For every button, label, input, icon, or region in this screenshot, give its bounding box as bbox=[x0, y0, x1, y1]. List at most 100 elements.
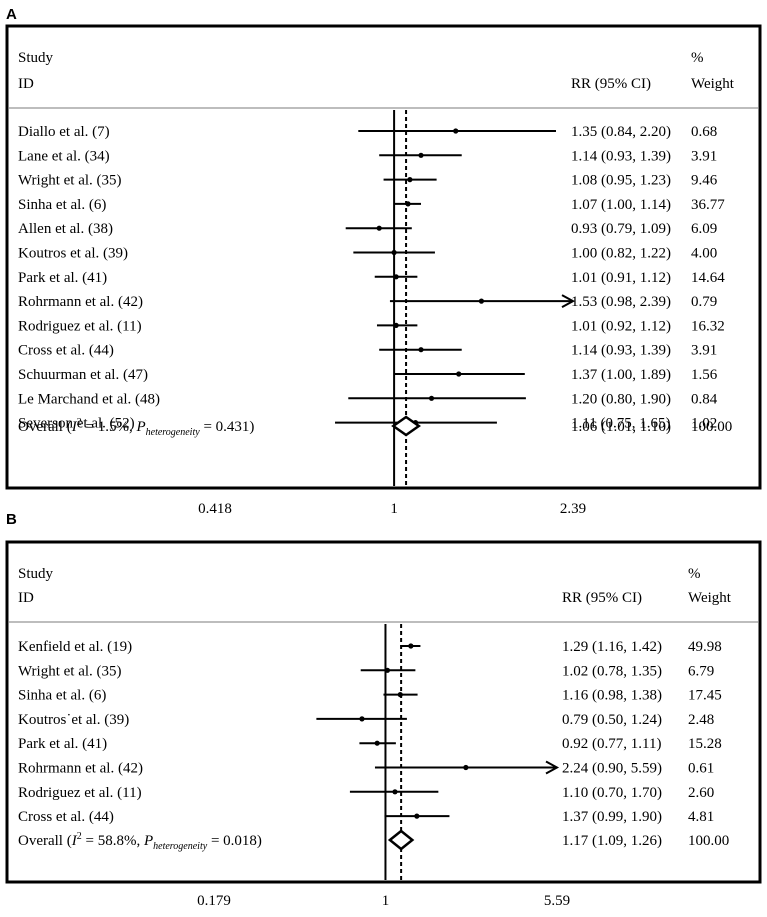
study-weight: 0.79 bbox=[691, 294, 717, 310]
i2-symbol: I bbox=[71, 419, 78, 435]
panel-b: B Study ID RR (95% CI)% Weight Kenfield et al… bbox=[5, 511, 762, 909]
study-rr-ci: 1.14 (0.93, 1.39) bbox=[571, 148, 671, 164]
study-label: Le Marchand et al. (48) bbox=[18, 391, 160, 407]
study-weight: 16.32 bbox=[691, 318, 725, 334]
overall-label: Overall (I2 = 58.8%, Pheterogeneity = 0.… bbox=[18, 831, 262, 852]
point-estimate bbox=[384, 667, 391, 673]
p-value: = 0.018) bbox=[207, 833, 262, 849]
study-label: Diallo et al. (7) bbox=[18, 124, 110, 140]
point-estimate bbox=[391, 249, 397, 256]
panel-letter: A bbox=[6, 6, 17, 23]
p-value: = 0.431) bbox=[200, 419, 255, 435]
overall-prefix: Overall ( bbox=[18, 833, 72, 849]
point-estimate bbox=[453, 128, 459, 134]
header-weight: Weight bbox=[691, 76, 735, 92]
p-symbol: P bbox=[143, 833, 153, 849]
i2-symbol: I bbox=[71, 833, 78, 849]
x-tick-label: 1 bbox=[382, 893, 390, 909]
study-rr-ci: 1.53 (0.98, 2.39) bbox=[571, 294, 671, 310]
point-estimate bbox=[478, 298, 485, 304]
plot-frame bbox=[5, 24, 762, 490]
header-rr-ci: RR (95% CI) bbox=[562, 590, 642, 606]
point-estimate bbox=[418, 152, 424, 158]
study-rr-ci: 0.79 (0.50, 1.24) bbox=[562, 712, 662, 728]
panel-a: A Study ID RR (95% CI)% Weight Diallo et al. … bbox=[5, 6, 762, 517]
x-tick-label: 0.179 bbox=[197, 893, 231, 909]
study-label: Rodriguez et al. (11) bbox=[18, 785, 142, 801]
study-weight: 14.64 bbox=[691, 270, 725, 286]
study-weight: 1.56 bbox=[691, 367, 718, 383]
study-label: Cross et al. (44) bbox=[18, 809, 114, 825]
study-rr-ci: 1.37 (1.00, 1.89) bbox=[571, 367, 671, 383]
study-weight: 17.45 bbox=[688, 688, 722, 704]
study-label: Koutros et al. (39) bbox=[18, 246, 128, 262]
overall-diamond bbox=[387, 829, 415, 851]
study-weight: 0.84 bbox=[691, 391, 718, 407]
study-weight: 2.48 bbox=[688, 712, 714, 728]
header-rr-ci: RR (95% CI) bbox=[571, 76, 651, 92]
study-rr-ci: 0.93 (0.79, 1.09) bbox=[571, 221, 671, 237]
study-label: Schuurman et al. (47) bbox=[18, 367, 148, 383]
x-tick-label: 0.418 bbox=[198, 501, 232, 517]
study-rr-ci: 1.00 (0.82, 1.22) bbox=[571, 246, 671, 262]
study-label: Sinha et al. (6) bbox=[18, 197, 106, 213]
study-rr-ci: 1.01 (0.91, 1.12) bbox=[571, 270, 671, 286]
ci-arrow bbox=[545, 760, 560, 775]
study-label: Allen et al. (38) bbox=[18, 221, 113, 237]
study-weight: 4.00 bbox=[691, 246, 717, 262]
study-label: Wright et al. (35) bbox=[18, 173, 122, 189]
ci-arrow bbox=[561, 294, 576, 308]
study-weight: 49.98 bbox=[688, 639, 722, 655]
study-weight: 6.09 bbox=[691, 221, 717, 237]
study-rr-ci: 1.29 (1.16, 1.42) bbox=[562, 639, 662, 655]
p-symbol: P bbox=[135, 419, 145, 435]
study-label: Lane et al. (34) bbox=[18, 148, 110, 164]
overall-weight: 100.00 bbox=[691, 419, 732, 435]
study-label: Sinha et al. (6) bbox=[18, 688, 106, 704]
x-tick-label: 2.39 bbox=[560, 501, 586, 517]
study-label: Wright et al. (35) bbox=[18, 663, 122, 679]
overall-label: Overall (I2 = 1.5%, Pheterogeneity = 0.4… bbox=[18, 417, 254, 438]
header-percent: % bbox=[688, 566, 701, 582]
study-rr-ci: 1.10 (0.70, 1.70) bbox=[562, 785, 662, 801]
point-estimate bbox=[428, 395, 435, 401]
p-subscript: heterogeneity bbox=[153, 841, 208, 852]
study-rr-ci: 1.02 (0.78, 1.35) bbox=[562, 663, 662, 679]
study-rr-ci: 1.11 (0.75, 1.65) bbox=[571, 416, 670, 432]
point-estimate bbox=[359, 716, 365, 722]
study-rr-ci: 1.14 (0.93, 1.39) bbox=[571, 343, 671, 359]
study-rr-ci: 1.08 (0.95, 1.23) bbox=[571, 173, 671, 189]
point-estimate bbox=[463, 764, 469, 771]
plot-frame bbox=[5, 540, 762, 884]
point-estimate bbox=[392, 789, 398, 795]
study-weight: 15.28 bbox=[688, 736, 722, 752]
study-rr-ci: 0.92 (0.77, 1.11) bbox=[562, 736, 661, 752]
header-percent: % bbox=[691, 50, 704, 66]
point-estimate bbox=[393, 274, 399, 280]
study-label: Park et al. (41) bbox=[18, 270, 107, 286]
study-label: Rohrmann et al. (42) bbox=[18, 761, 143, 777]
point-estimate bbox=[397, 692, 403, 698]
study-label: Cross et al. (44) bbox=[18, 343, 114, 359]
study-label: Rodriguez et al. (11) bbox=[18, 318, 142, 334]
i2-superscript: 2 bbox=[77, 831, 82, 842]
study-rr-ci: 2.24 (0.90, 5.59) bbox=[562, 761, 662, 777]
study-weight: 9.46 bbox=[691, 173, 718, 189]
x-tick-label: 5.59 bbox=[544, 893, 570, 909]
study-rr-ci: 1.20 (0.80, 1.90) bbox=[571, 391, 671, 407]
study-weight: 6.79 bbox=[688, 663, 714, 679]
overall-rr-ci: 1.17 (1.09, 1.26) bbox=[562, 833, 662, 849]
study-label: Rohrmann et al. (42) bbox=[18, 294, 143, 310]
point-estimate bbox=[408, 643, 414, 649]
study-label: Severson et al. (52) bbox=[18, 416, 135, 432]
overall-diamond bbox=[391, 415, 421, 437]
study-rr-ci: 1.35 (0.84, 2.20) bbox=[571, 124, 671, 140]
p-subscript: heterogeneity bbox=[146, 427, 201, 438]
i2-value: = 1.5%, bbox=[82, 419, 137, 435]
header-study: Study bbox=[18, 50, 54, 66]
point-estimate bbox=[376, 225, 382, 231]
study-weight: 1.02 bbox=[691, 416, 717, 432]
i2-value: = 58.8%, bbox=[82, 833, 144, 849]
study-weight: 0.61 bbox=[688, 761, 714, 777]
